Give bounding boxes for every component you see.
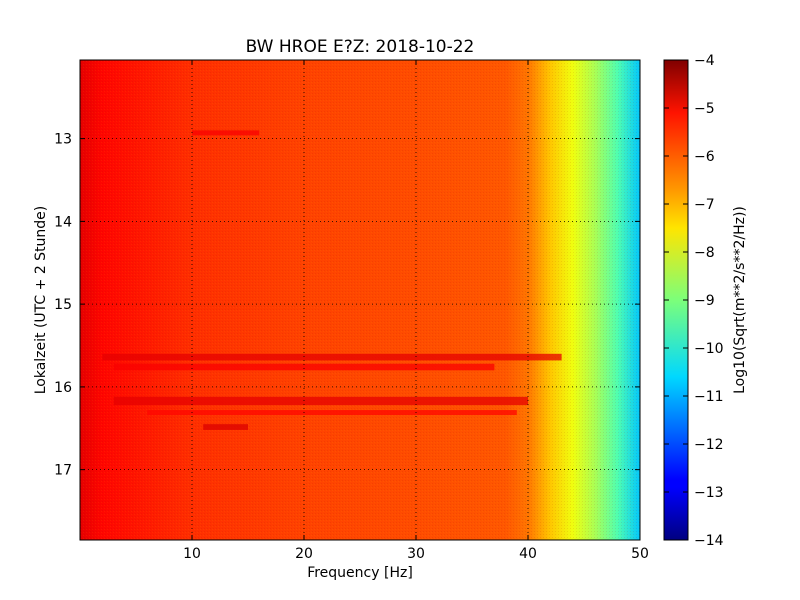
y-tick-label: 17 bbox=[54, 463, 72, 479]
x-axis: 10 20 30 40 50 bbox=[183, 60, 649, 562]
heatmap-texture bbox=[80, 60, 640, 540]
y-axis-label: Lokalzeit (UTC + 2 Stunde) bbox=[33, 206, 49, 395]
plot-area bbox=[80, 60, 640, 540]
colorbar: −4 −5 −6 −7 −8 −9 −10 −11 −12 −13 −14 bbox=[663, 53, 724, 549]
colorbar-tick-label: −9 bbox=[694, 293, 715, 309]
x-tick-label: 30 bbox=[407, 546, 425, 562]
noise-band bbox=[113, 363, 495, 371]
noise-band bbox=[203, 424, 248, 430]
colorbar-tick-label: −6 bbox=[694, 149, 715, 165]
x-tick-label: 50 bbox=[631, 546, 649, 562]
colorbar-tick-label: −12 bbox=[694, 437, 724, 453]
y-tick-label: 13 bbox=[54, 132, 72, 148]
colorbar-ticks: −4 −5 −6 −7 −8 −9 −10 −11 −12 −13 −14 bbox=[664, 53, 724, 549]
colorbar-tick-label: −13 bbox=[694, 485, 724, 501]
y-axis: 13 14 15 16 17 bbox=[54, 132, 640, 479]
colorbar-tick-label: −7 bbox=[694, 197, 715, 213]
colorbar-label: Log10(Sqrt(m**2/s**2/Hz)) bbox=[732, 206, 748, 394]
noise-band bbox=[113, 396, 528, 406]
colorbar-tick-label: −5 bbox=[694, 101, 715, 117]
plot-frame bbox=[79, 59, 641, 541]
y-tick-label: 14 bbox=[54, 214, 72, 230]
colorbar-tick-label: −8 bbox=[694, 245, 715, 261]
colorbar-tick-label: −11 bbox=[694, 389, 724, 405]
x-tick-label: 40 bbox=[519, 546, 537, 562]
chart-title: BW HROE E?Z: 2018-10-22 bbox=[246, 37, 475, 57]
noise-band bbox=[192, 130, 260, 136]
x-axis-label: Frequency [Hz] bbox=[307, 565, 413, 581]
grid-lines bbox=[80, 60, 640, 540]
colorbar-tick-label: −10 bbox=[694, 341, 724, 357]
colorbar-tick-label: −4 bbox=[694, 53, 715, 69]
y-tick-label: 16 bbox=[54, 380, 72, 396]
y-tick-label: 15 bbox=[54, 297, 72, 313]
x-tick-label: 10 bbox=[183, 546, 201, 562]
noise-band bbox=[147, 410, 517, 416]
x-tick-label: 20 bbox=[295, 546, 313, 562]
noise-bands bbox=[102, 130, 562, 430]
colorbar-tick-label: −14 bbox=[694, 533, 724, 549]
noise-band bbox=[102, 353, 562, 361]
